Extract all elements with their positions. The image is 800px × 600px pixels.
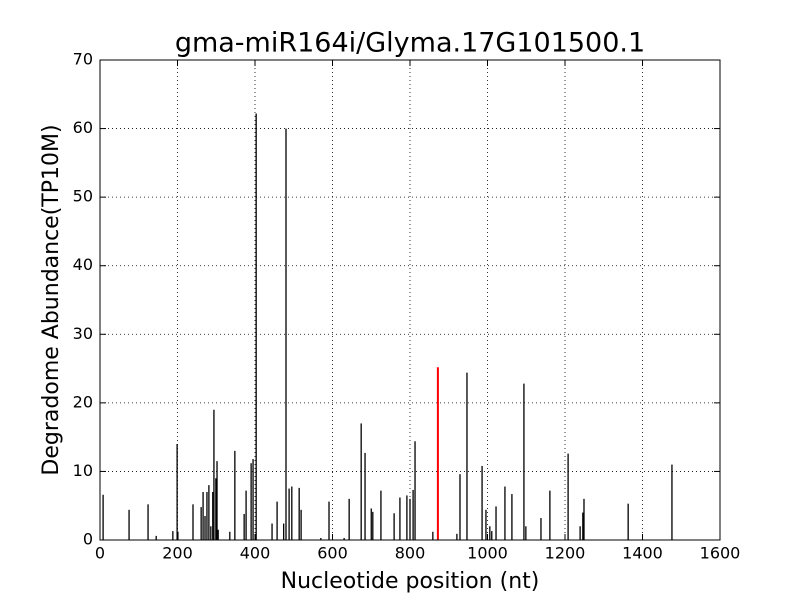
- y-tick-label: 10: [73, 461, 93, 480]
- x-tick-label: 1400: [622, 544, 663, 563]
- x-tick-label: 200: [162, 544, 193, 563]
- y-tick-label: 0: [83, 530, 93, 549]
- x-tick-label: 1000: [467, 544, 508, 563]
- x-axis-label: Nucleotide position (nt): [281, 569, 540, 594]
- x-tick-label: 400: [240, 544, 271, 563]
- y-axis-label: Degradome Abundance(TP10M): [39, 124, 64, 475]
- x-tick-label: 1200: [545, 544, 586, 563]
- y-tick-label: 40: [73, 255, 93, 274]
- y-tick-label: 30: [73, 324, 93, 343]
- x-tick-label: 1600: [700, 544, 741, 563]
- y-tick-label: 20: [73, 392, 93, 411]
- y-tick-label: 60: [73, 118, 93, 137]
- x-tick-label: 800: [395, 544, 426, 563]
- x-tick-label: 0: [95, 544, 105, 563]
- plot-frame: [99, 59, 721, 541]
- y-tick-label: 50: [73, 187, 93, 206]
- chart-title: gma-miR164i/Glyma.17G101500.1: [175, 28, 645, 59]
- x-tick-label: 600: [317, 544, 348, 563]
- y-tick-label: 70: [73, 50, 93, 69]
